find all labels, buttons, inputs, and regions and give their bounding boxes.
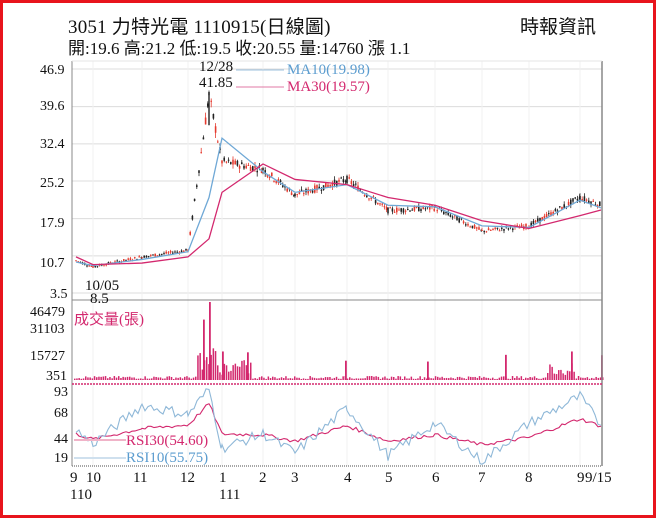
month-label: 11 <box>133 470 147 486</box>
grid-lines <box>72 61 602 466</box>
month-label: 6 <box>432 470 440 486</box>
price-tick: 17.9 <box>40 216 65 231</box>
rsi-tick: 68 <box>54 406 68 421</box>
rsi10-legend: RSI10(55.75) <box>126 450 208 466</box>
year-label: 110 <box>70 487 92 503</box>
volume-tick: 46479 <box>30 305 65 320</box>
x-axis-labels: 9 10 11 12 1 2 3 4 5 6 7 8 9 9/15 110 11… <box>70 470 612 503</box>
month-label: 10 <box>86 470 101 486</box>
price-tick: 25.2 <box>40 176 65 191</box>
volume-tick: 351 <box>46 369 67 384</box>
volume-axis-labels: 46479 31103 15727 351 <box>30 305 67 384</box>
month-label: 2 <box>259 470 267 486</box>
rsi-axis-labels: 93 68 44 19 <box>54 385 68 466</box>
high-date-annotation: 12/28 <box>199 59 233 75</box>
rsi30-legend: RSI30(54.60) <box>126 433 208 449</box>
source-label: 時報資訊 <box>520 17 597 38</box>
high-value-annotation: 41.85 <box>199 75 233 91</box>
price-panel <box>75 90 602 269</box>
volume-panel <box>74 302 604 380</box>
month-label: 3 <box>291 470 299 486</box>
rsi-tick: 19 <box>54 451 68 466</box>
price-tick: 3.5 <box>50 287 68 302</box>
price-axis-labels: 46.9 39.6 32.4 25.2 17.9 10.7 3.5 <box>40 63 68 302</box>
volume-tick: 15727 <box>30 349 65 364</box>
month-label: 4 <box>344 470 352 486</box>
ohlc-stats: 開:19.6 高:21.2 低:19.5 收:20.55 量:14760 漲 1… <box>68 39 411 58</box>
price-tick: 46.9 <box>40 63 65 78</box>
month-label: 8 <box>525 470 533 486</box>
month-label: 9/15 <box>585 470 612 486</box>
volume-title: 成交量(張) <box>74 310 144 328</box>
axes <box>71 60 603 467</box>
month-label: 9 <box>577 470 585 486</box>
price-tick: 39.6 <box>40 99 65 114</box>
chart-title: 3051 力特光電 1110915(日線圖) <box>68 17 331 38</box>
year-label: 111 <box>219 487 240 503</box>
month-label: 5 <box>385 470 393 486</box>
ma30-legend: MA30(19.57) <box>287 79 370 95</box>
volume-tick: 31103 <box>30 322 64 337</box>
month-label: 12 <box>180 470 195 486</box>
rsi-panel <box>75 388 602 465</box>
month-label: 9 <box>70 470 78 486</box>
price-tick: 10.7 <box>40 256 65 271</box>
low-date-annotation: 10/05 <box>85 278 119 294</box>
month-label: 7 <box>478 470 486 486</box>
month-label: 1 <box>219 470 227 486</box>
rsi-tick: 44 <box>54 432 68 447</box>
ma10-legend: MA10(19.98) <box>287 62 370 78</box>
rsi-tick: 93 <box>54 385 68 400</box>
low-value-annotation: 8.5 <box>90 291 109 307</box>
price-tick: 32.4 <box>40 137 65 152</box>
